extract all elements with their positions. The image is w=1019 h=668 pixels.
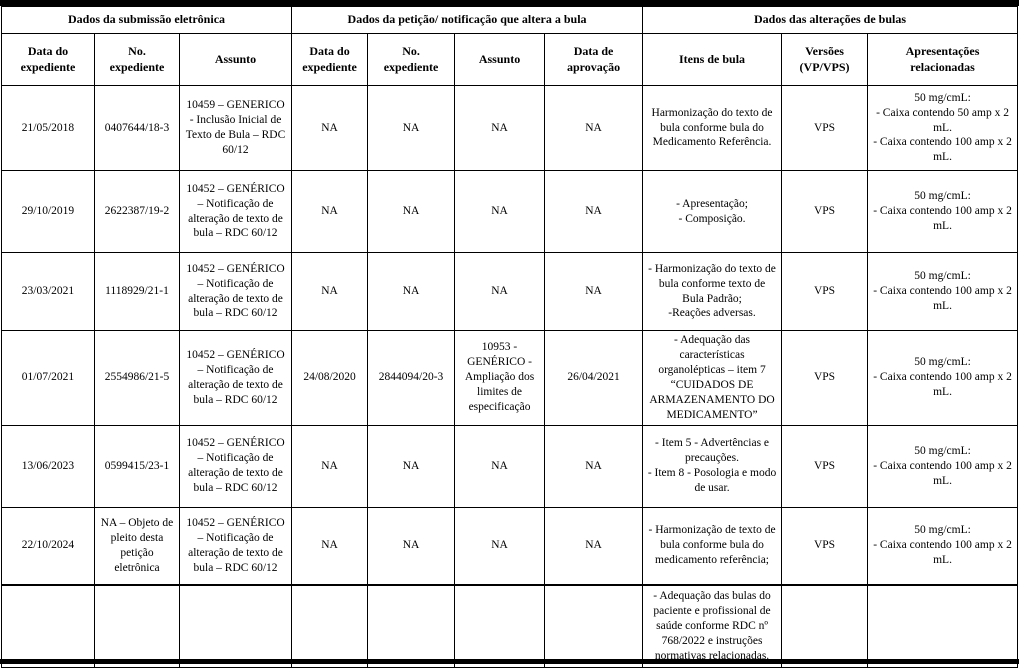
col-header-data-aprovacao: Data de aprovação bbox=[544, 33, 644, 86]
col-header-data-expediente-submissao: Data do expediente bbox=[1, 33, 95, 86]
cell-data-expediente-peticao: NA bbox=[291, 506, 369, 586]
group-header-submissao-eletronica: Dados da submissão eletrônica bbox=[0, 6, 293, 34]
cell-data-expediente-peticao: NA bbox=[291, 85, 369, 171]
table-row: 29/10/2019 2622387/19-2 10452 – GENÉRICO… bbox=[1, 170, 1019, 253]
cell-assunto: 10452 – GENÉRICO – Notificação de altera… bbox=[178, 424, 293, 508]
table-row: - Adequação das bulas do paciente e prof… bbox=[1, 584, 1019, 668]
cell-assunto: 10452 – GENÉRICO – Notificação de altera… bbox=[178, 170, 293, 253]
col-header-versoes-vp-vps: Versões (VP/VPS) bbox=[781, 33, 869, 86]
cell-no-expediente: 0407644/18-3 bbox=[94, 85, 180, 171]
col-header-data-expediente-peticao: Data do expediente bbox=[291, 33, 369, 86]
cell-apresentacoes: 50 mg/cmL: - Caixa contendo 100 amp x 2 … bbox=[867, 252, 1019, 331]
cell-assunto: 10459 – GENERICO - Inclusão Inicial de T… bbox=[178, 85, 293, 171]
cell-assunto: 10452 – GENÉRICO – Notificação de altera… bbox=[178, 252, 293, 331]
cell-data-expediente: 01/07/2021 bbox=[1, 330, 95, 426]
cell-data-expediente: 13/06/2023 bbox=[1, 424, 95, 508]
cell-data-aprovacao: 26/04/2021 bbox=[544, 330, 644, 426]
cell-assunto-peticao: NA bbox=[454, 252, 546, 331]
bula-history-table: Dados da submissão eletrônica Dados da p… bbox=[0, 6, 1019, 668]
cell-itens-de-bula: - Harmonização de texto de bula conforme… bbox=[642, 506, 783, 586]
col-header-itens-de-bula: Itens de bula bbox=[642, 33, 783, 86]
cell-data-aprovacao bbox=[544, 584, 644, 668]
group-header-peticao-notificacao: Dados da petição/ notificação que altera… bbox=[291, 6, 644, 34]
cell-apresentacoes: 50 mg/cmL: - Caixa contendo 100 amp x 2 … bbox=[867, 424, 1019, 508]
cell-data-expediente: 23/03/2021 bbox=[1, 252, 95, 331]
cell-apresentacoes bbox=[867, 584, 1019, 668]
cell-itens-de-bula: - Item 5 - Advertências e precauções. - … bbox=[642, 424, 783, 508]
col-header-assunto-peticao: Assunto bbox=[454, 33, 546, 86]
cell-apresentacoes: 50 mg/cmL: - Caixa contendo 100 amp x 2 … bbox=[867, 506, 1019, 586]
cell-apresentacoes: 50 mg/cmL: - Caixa contendo 100 amp x 2 … bbox=[867, 170, 1019, 253]
cell-data-expediente bbox=[1, 584, 95, 668]
cell-assunto-peticao: NA bbox=[454, 424, 546, 508]
col-header-assunto-submissao: Assunto bbox=[178, 33, 293, 86]
cell-no-expediente-peticao bbox=[367, 584, 456, 668]
cell-assunto-peticao: NA bbox=[454, 506, 546, 586]
table-row: 21/05/2018 0407644/18-3 10459 – GENERICO… bbox=[1, 85, 1019, 171]
table-row: 01/07/2021 2554986/21-5 10452 – GENÉRICO… bbox=[1, 330, 1019, 426]
top-border-rule bbox=[0, 0, 1019, 6]
cell-no-expediente bbox=[94, 584, 180, 668]
cell-data-expediente: 22/10/2024 bbox=[1, 506, 95, 586]
cell-data-aprovacao: NA bbox=[544, 424, 644, 508]
cell-itens-de-bula: - Harmonização do texto de bula conforme… bbox=[642, 252, 783, 331]
cell-apresentacoes: 50 mg/cmL: - Caixa contendo 100 amp x 2 … bbox=[867, 330, 1019, 426]
cell-data-expediente-peticao: 24/08/2020 bbox=[291, 330, 369, 426]
table-row: 22/10/2024 NA – Objeto de pleito desta p… bbox=[1, 506, 1019, 586]
bottom-border-rule bbox=[0, 659, 1019, 664]
cell-versoes: VPS bbox=[781, 424, 869, 508]
cell-versoes: VPS bbox=[781, 330, 869, 426]
cell-no-expediente: 1118929/21-1 bbox=[94, 252, 180, 331]
cell-versoes: VPS bbox=[781, 170, 869, 253]
cell-versoes: VPS bbox=[781, 85, 869, 171]
cell-no-expediente-peticao: NA bbox=[367, 252, 456, 331]
cell-no-expediente-peticao: NA bbox=[367, 85, 456, 171]
cell-assunto-peticao: 10953 - GENÉRICO - Ampliação dos limites… bbox=[454, 330, 546, 426]
cell-data-expediente-peticao: NA bbox=[291, 170, 369, 253]
cell-data-aprovacao: NA bbox=[544, 170, 644, 253]
table-row: 23/03/2021 1118929/21-1 10452 – GENÉRICO… bbox=[1, 252, 1019, 331]
cell-assunto bbox=[178, 584, 293, 668]
cell-assunto-peticao bbox=[454, 584, 546, 668]
cell-versoes: VPS bbox=[781, 252, 869, 331]
col-header-no-expediente-submissao: No. expediente bbox=[94, 33, 180, 86]
cell-no-expediente-peticao: NA bbox=[367, 424, 456, 508]
group-header-alteracoes-bulas: Dados das alterações de bulas bbox=[642, 6, 1019, 34]
cell-assunto-peticao: NA bbox=[454, 170, 546, 253]
col-header-apresentacoes-relacionadas: Apresentações relacionadas bbox=[867, 33, 1019, 86]
cell-itens-de-bula: - Adequação das características organolé… bbox=[642, 330, 783, 426]
cell-assunto: 10452 – GENÉRICO – Notificação de altera… bbox=[178, 506, 293, 586]
col-header-no-expediente-peticao: No. expediente bbox=[367, 33, 456, 86]
cell-versoes: VPS bbox=[781, 506, 869, 586]
cell-apresentacoes: 50 mg/cmL: - Caixa contendo 50 amp x 2 m… bbox=[867, 85, 1019, 171]
cell-assunto: 10452 – GENÉRICO – Notificação de altera… bbox=[178, 330, 293, 426]
cell-data-expediente: 29/10/2019 bbox=[1, 170, 95, 253]
cell-data-aprovacao: NA bbox=[544, 506, 644, 586]
cell-data-expediente-peticao: NA bbox=[291, 252, 369, 331]
cell-itens-de-bula: Harmonização do texto de bula conforme b… bbox=[642, 85, 783, 171]
cell-no-expediente: NA – Objeto de pleito desta petição elet… bbox=[94, 506, 180, 586]
table-row: 13/06/2023 0599415/23-1 10452 – GENÉRICO… bbox=[1, 424, 1019, 508]
cell-itens-de-bula: - Apresentação; - Composição. bbox=[642, 170, 783, 253]
cell-no-expediente-peticao: NA bbox=[367, 170, 456, 253]
cell-assunto-peticao: NA bbox=[454, 85, 546, 171]
cell-no-expediente-peticao: NA bbox=[367, 506, 456, 586]
cell-data-expediente-peticao bbox=[291, 584, 369, 668]
group-header-row: Dados da submissão eletrônica Dados da p… bbox=[0, 6, 1019, 34]
cell-data-expediente: 21/05/2018 bbox=[1, 85, 95, 171]
cell-no-expediente: 0599415/23-1 bbox=[94, 424, 180, 508]
column-header-row: Data do expediente No. expediente Assunt… bbox=[1, 33, 1019, 86]
cell-data-expediente-peticao: NA bbox=[291, 424, 369, 508]
cell-data-aprovacao: NA bbox=[544, 252, 644, 331]
cell-itens-de-bula: - Adequação das bulas do paciente e prof… bbox=[642, 584, 783, 668]
cell-versoes bbox=[781, 584, 869, 668]
cell-data-aprovacao: NA bbox=[544, 85, 644, 171]
cell-no-expediente: 2622387/19-2 bbox=[94, 170, 180, 253]
cell-no-expediente-peticao: 2844094/20-3 bbox=[367, 330, 456, 426]
cell-no-expediente: 2554986/21-5 bbox=[94, 330, 180, 426]
